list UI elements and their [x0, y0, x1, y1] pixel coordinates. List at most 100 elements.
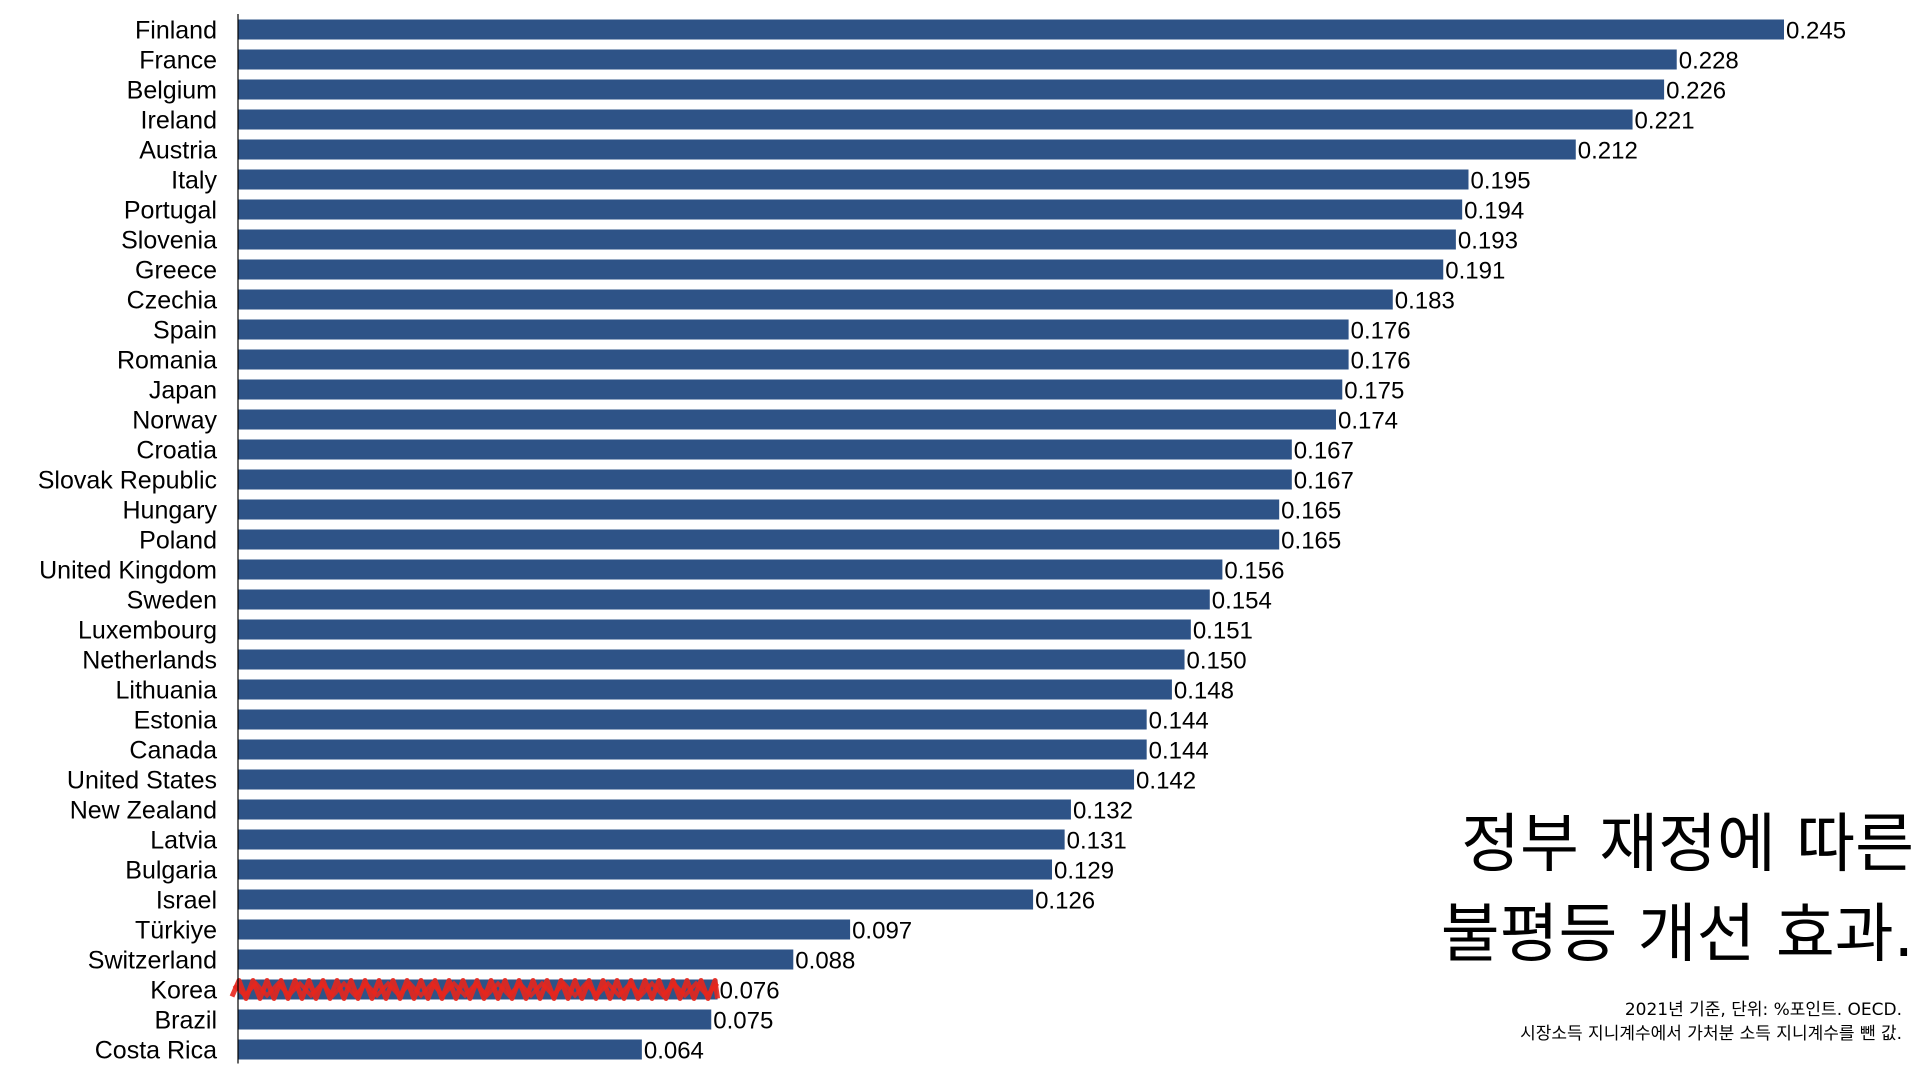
- bar-t-rkiye: [238, 919, 851, 940]
- category-label-portugal: Portugal: [124, 197, 217, 225]
- value-label-estonia: 0.144: [1149, 708, 1209, 735]
- category-label-croatia: Croatia: [136, 437, 217, 465]
- bar-portugal: [238, 199, 1463, 220]
- bar-costa-rica: [238, 1039, 642, 1060]
- value-label-greece: 0.191: [1445, 258, 1505, 285]
- bar-japan: [238, 379, 1343, 400]
- category-label-france: France: [139, 47, 217, 75]
- bar-brazil: [238, 1009, 712, 1030]
- value-label-bulgaria: 0.129: [1054, 858, 1114, 885]
- value-label-norway: 0.174: [1338, 408, 1398, 435]
- bar-finland: [238, 19, 1784, 40]
- bar-slovenia: [238, 229, 1456, 250]
- category-label-hungary: Hungary: [123, 497, 218, 525]
- value-label-france: 0.228: [1679, 48, 1739, 75]
- value-label-poland: 0.165: [1281, 528, 1341, 555]
- value-label-ireland: 0.221: [1635, 108, 1695, 135]
- value-label-korea: 0.076: [720, 978, 780, 1005]
- value-label-t-rkiye: 0.097: [852, 918, 912, 945]
- chart-note-line-1: 2021년 기준, 단위: %포인트. OECD.: [1624, 1000, 1902, 1020]
- category-label-romania: Romania: [117, 347, 217, 375]
- category-label-new-zealand: New Zealand: [70, 797, 217, 825]
- category-label-ireland: Ireland: [141, 107, 217, 135]
- value-label-latvia: 0.131: [1067, 828, 1127, 855]
- bar-hungary: [238, 499, 1280, 520]
- value-label-portugal: 0.194: [1464, 198, 1524, 225]
- category-label-united-states: United States: [67, 767, 217, 795]
- bar-austria: [238, 139, 1576, 160]
- bar-norway: [238, 409, 1336, 430]
- value-label-belgium: 0.226: [1666, 78, 1726, 105]
- category-label-korea: Korea: [150, 977, 217, 1005]
- bar-france: [238, 49, 1677, 70]
- category-label-sweden: Sweden: [127, 587, 217, 615]
- bar-netherlands: [238, 649, 1185, 670]
- value-label-spain: 0.176: [1351, 318, 1411, 345]
- value-label-sweden: 0.154: [1212, 588, 1272, 615]
- category-label-poland: Poland: [139, 527, 217, 555]
- bar-bulgaria: [238, 859, 1053, 880]
- category-label-latvia: Latvia: [150, 827, 217, 855]
- value-label-united-kingdom: 0.156: [1224, 558, 1284, 585]
- category-label-norway: Norway: [132, 407, 217, 435]
- category-label-estonia: Estonia: [134, 707, 217, 735]
- category-label-costa-rica: Costa Rica: [95, 1037, 217, 1065]
- category-label-t-rkiye: Türkiye: [135, 917, 217, 945]
- bar-spain: [238, 319, 1349, 340]
- bar-switzerland: [238, 949, 794, 970]
- category-label-israel: Israel: [156, 887, 217, 915]
- bar-romania: [238, 349, 1349, 370]
- value-label-hungary: 0.165: [1281, 498, 1341, 525]
- bar-luxembourg: [238, 619, 1191, 640]
- category-label-belgium: Belgium: [127, 77, 217, 105]
- chart-title-line-2: 불평등 개선 효과.: [1440, 898, 1914, 972]
- category-label-netherlands: Netherlands: [82, 647, 217, 675]
- value-label-canada: 0.144: [1149, 738, 1209, 765]
- category-label-bulgaria: Bulgaria: [125, 857, 217, 885]
- highlight-scribble-path-2: [232, 980, 720, 999]
- value-label-austria: 0.212: [1578, 138, 1638, 165]
- bars-group: [238, 19, 1784, 1060]
- value-label-costa-rica: 0.064: [644, 1038, 704, 1065]
- bar-sweden: [238, 589, 1210, 610]
- value-label-new-zealand: 0.132: [1073, 798, 1133, 825]
- bar-new-zealand: [238, 799, 1071, 820]
- bar-united-states: [238, 769, 1135, 790]
- category-label-lithuania: Lithuania: [116, 677, 218, 705]
- chart-note-line-2: 시장소득 지니계수에서 가처분 소득 지니계수를 뺀 값.: [1520, 1024, 1902, 1044]
- bar-canada: [238, 739, 1147, 760]
- category-labels-group: FinlandFranceBelgiumIrelandAustriaItalyP…: [38, 17, 218, 1065]
- category-label-canada: Canada: [129, 737, 217, 765]
- bar-slovak-republic: [238, 469, 1292, 490]
- bar-croatia: [238, 439, 1292, 460]
- bar-czechia: [238, 289, 1393, 310]
- category-label-spain: Spain: [153, 317, 217, 345]
- category-label-italy: Italy: [171, 167, 217, 195]
- category-label-slovak-republic: Slovak Republic: [38, 467, 217, 495]
- value-label-brazil: 0.075: [713, 1008, 773, 1035]
- category-label-switzerland: Switzerland: [88, 947, 217, 975]
- value-label-united-states: 0.142: [1136, 768, 1196, 795]
- category-label-austria: Austria: [139, 137, 217, 165]
- value-label-netherlands: 0.150: [1187, 648, 1247, 675]
- value-label-slovenia: 0.193: [1458, 228, 1518, 255]
- value-label-luxembourg: 0.151: [1193, 618, 1253, 645]
- bar-latvia: [238, 829, 1065, 850]
- value-label-czechia: 0.183: [1395, 288, 1455, 315]
- value-labels-group: 0.245 0.228 0.226 0.221 0.212 0.195 0.194 0.193…: [644, 18, 1846, 1065]
- value-label-japan: 0.175: [1344, 378, 1404, 405]
- category-label-czechia: Czechia: [127, 287, 217, 315]
- bar-israel: [238, 889, 1034, 910]
- category-label-slovenia: Slovenia: [121, 227, 217, 255]
- chart-title: 정부 재정에 따른 불평등 개선 효과.: [1441, 800, 1914, 980]
- bar-italy: [238, 169, 1469, 190]
- value-label-lithuania: 0.148: [1174, 678, 1234, 705]
- value-label-slovak-republic: 0.167: [1294, 468, 1354, 495]
- bar-lithuania: [238, 679, 1172, 700]
- value-label-israel: 0.126: [1035, 888, 1095, 915]
- bar-poland: [238, 529, 1280, 550]
- bar-ireland: [238, 109, 1633, 130]
- category-label-luxembourg: Luxembourg: [78, 617, 217, 645]
- category-label-brazil: Brazil: [154, 1007, 217, 1035]
